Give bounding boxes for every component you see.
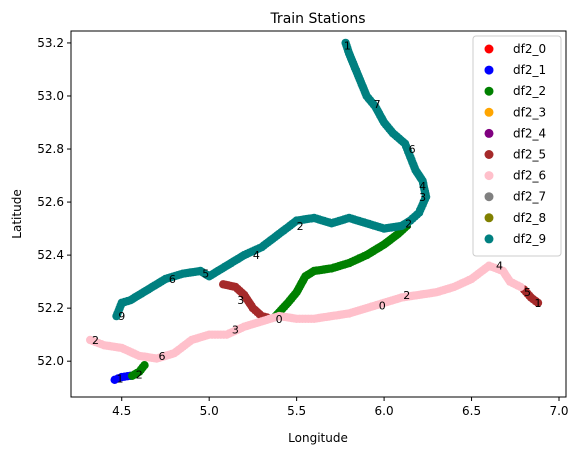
legend-entry: df2_3 [484,105,546,119]
point-label: 6 [159,350,166,363]
y-tick-label: 52.6 [37,195,64,209]
y-tick-label: 52.8 [37,142,64,156]
legend-marker [484,128,494,138]
point-label: 6 [169,273,176,286]
legend-label: df2_4 [513,126,546,140]
data-point [533,298,543,307]
point-label: 2 [403,289,410,302]
plot-frame [70,30,567,398]
x-tick-label: 7.0 [549,404,568,418]
data-point [341,38,350,48]
legend-marker [484,150,494,159]
x-axis: 4.5 5.0 5.5 6.0 6.5 7.0 [112,397,569,418]
legend-marker [484,213,494,223]
point-label: 4 [253,249,260,262]
legend-entry: df2_8 [484,211,546,225]
point-label: 5 [524,286,531,299]
legend-label: df2_6 [513,169,546,183]
point-label: 0 [379,300,386,313]
legend-marker [484,171,494,181]
x-tick-label: 5.0 [200,404,219,418]
point-label: 1 [535,297,542,310]
legend-label: df2_1 [513,63,546,77]
point-label: 2 [297,220,304,233]
legend-entry: df2_9 [484,232,546,246]
legend-entry: df2_0 [484,42,546,56]
point-label: 1 [344,40,351,53]
y-tick-label: 52.2 [37,301,64,315]
point-label: 9 [118,310,125,323]
x-tick-label: 5.5 [287,404,306,418]
point-label: 3 [419,191,426,204]
y-tick-label: 53.2 [37,36,64,50]
legend-label: df2_0 [513,42,546,56]
x-tick-label: 6.0 [375,404,394,418]
data-point [140,361,149,370]
legend-marker [484,192,494,202]
x-axis-label: Longitude [288,431,348,445]
legend-marker [484,234,494,244]
y-axis-label: Latitude [10,189,24,238]
series-df2_6 [86,261,525,363]
point-label: 4 [419,180,426,193]
x-tick-label: 6.5 [462,404,481,418]
legend-marker [484,86,494,96]
point-label: 6 [409,143,416,156]
legend-entry: df2_1 [484,63,546,77]
y-tick-label: 52.0 [37,354,64,368]
x-tick-label: 4.5 [112,404,131,418]
point-label: 2 [92,334,99,347]
marks-layer [86,38,543,384]
data-point [516,282,525,292]
point-label: 7 [374,98,381,111]
point-label: 5 [202,268,209,281]
legend-marker [484,65,494,75]
legend-marker [484,107,494,117]
legend-entry: df2_4 [484,126,546,140]
point-label: 0 [276,313,283,326]
legend-label: df2_9 [513,232,546,246]
legend-box [472,35,562,257]
legend: df2_0 df2_1 df2_2 df2_3 df2_4 df2_5 df2_6 df2_7… [472,35,562,257]
point-label: 2 [136,369,143,382]
legend-entry: df2_7 [484,190,546,204]
point-label: 2 [405,217,412,230]
y-axis: 52.0 52.2 52.4 52.6 52.8 53.0 53.2 [37,36,71,368]
series-df2_9 [112,38,431,321]
legend-label: df2_3 [513,105,546,119]
chart-title: Train Stations [269,11,365,27]
legend-entry: df2_5 [484,148,546,162]
legend-entry: df2_6 [484,169,546,183]
y-tick-label: 52.4 [37,248,64,262]
legend-marker [484,44,494,54]
legend-label: df2_2 [513,84,546,98]
point-label: 3 [237,294,244,307]
point-label: 4 [496,260,503,273]
point-label: 3 [232,323,239,336]
legend-label: df2_8 [513,211,546,225]
y-tick-label: 53.0 [37,89,64,103]
legend-label: df2_7 [513,190,546,204]
legend-label: df2_5 [513,148,546,162]
legend-entry: df2_2 [484,84,546,98]
point-label: 1 [117,372,124,385]
